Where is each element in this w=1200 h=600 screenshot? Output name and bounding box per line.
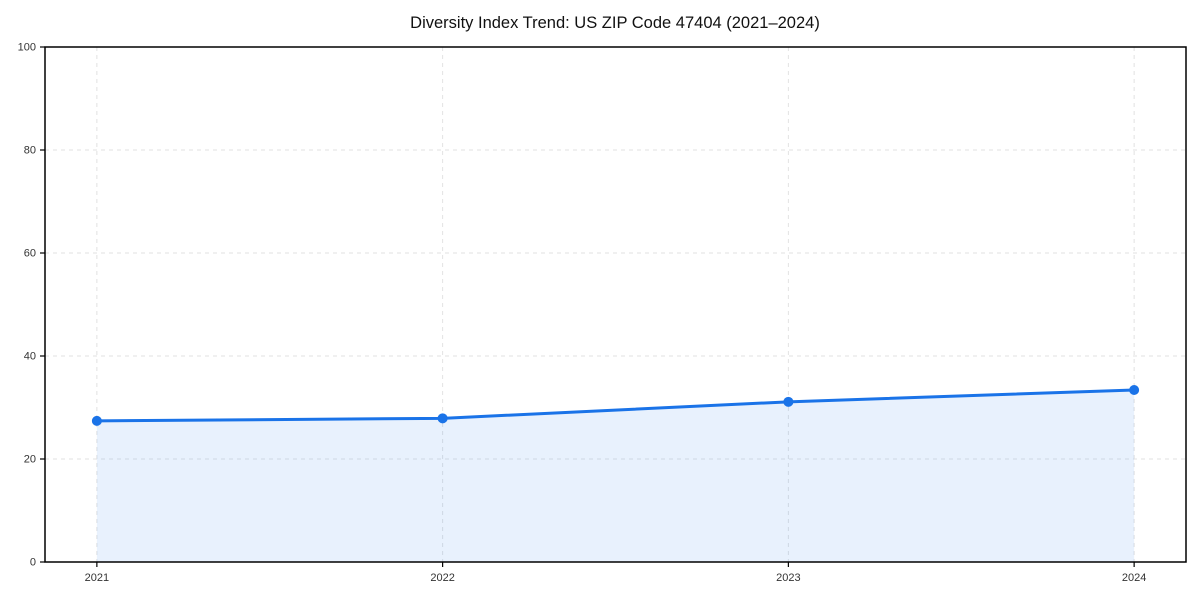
y-tick-label: 0: [30, 557, 36, 569]
y-tick-label: 60: [24, 248, 36, 260]
y-tick-label: 40: [24, 351, 36, 363]
y-tick-label: 100: [18, 42, 36, 54]
axis-layer: 0 20 40 60 80 100 2021 2022 2023 2024: [18, 42, 1187, 584]
area-fill: [96, 389, 1135, 562]
axis-spine-box: [44, 46, 1187, 563]
series-layer: [91, 384, 1140, 562]
y-tick-label: 20: [24, 454, 36, 466]
x-tick-label: 2023: [776, 572, 800, 584]
data-point-marker: [91, 415, 102, 426]
grid-layer: [45, 47, 1186, 562]
y-tick-label: 80: [24, 145, 36, 157]
trend-line: [95, 388, 1136, 423]
x-tick-label: 2024: [1122, 572, 1146, 584]
data-point-marker: [1129, 384, 1140, 395]
data-point-marker: [437, 413, 448, 424]
chart-title: Diversity Index Trend: US ZIP Code 47404…: [410, 14, 820, 32]
x-tick-label: 2021: [85, 572, 109, 584]
data-point-marker: [783, 396, 794, 407]
x-tick-label: 2022: [430, 572, 454, 584]
